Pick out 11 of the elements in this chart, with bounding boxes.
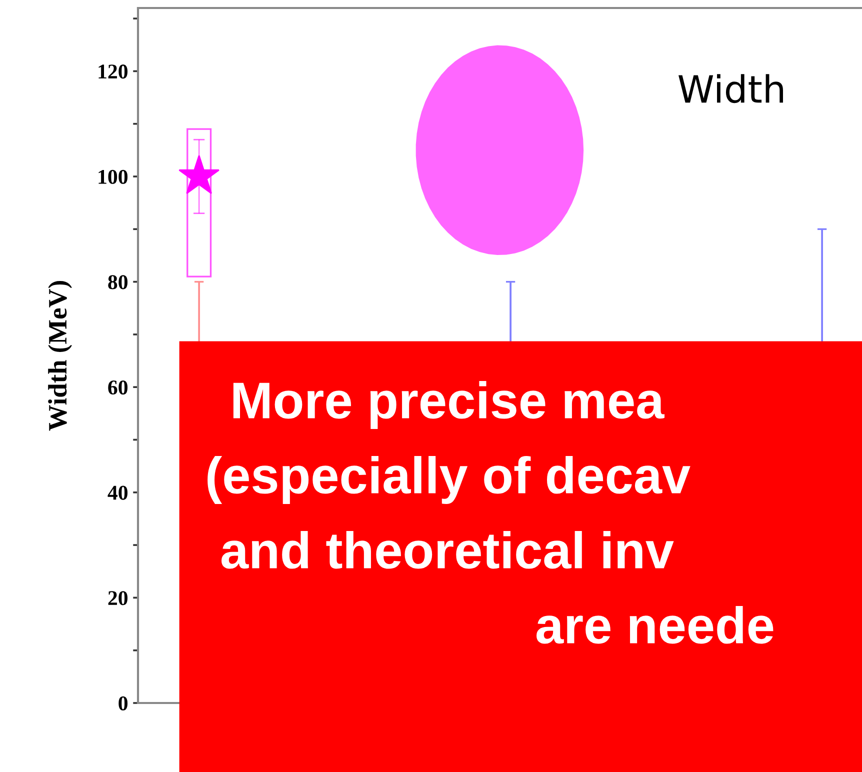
y-tick-label: 20 [108,591,128,606]
y-tick-label: 60 [108,380,128,395]
y-tick-label: 120 [98,64,128,79]
y-tick-label: 40 [108,486,128,500]
annotation: Width [678,74,783,104]
annotation: More precise mea (especially of decav and theoretical inv are neede [208,381,774,644]
y-tick-label: 80 [108,275,128,290]
y-axis-title: Width (MeV) [48,281,72,431]
bar [186,128,212,278]
y-tick-label: 100 [98,170,128,184]
y-tick-label: 0 [118,696,128,710]
